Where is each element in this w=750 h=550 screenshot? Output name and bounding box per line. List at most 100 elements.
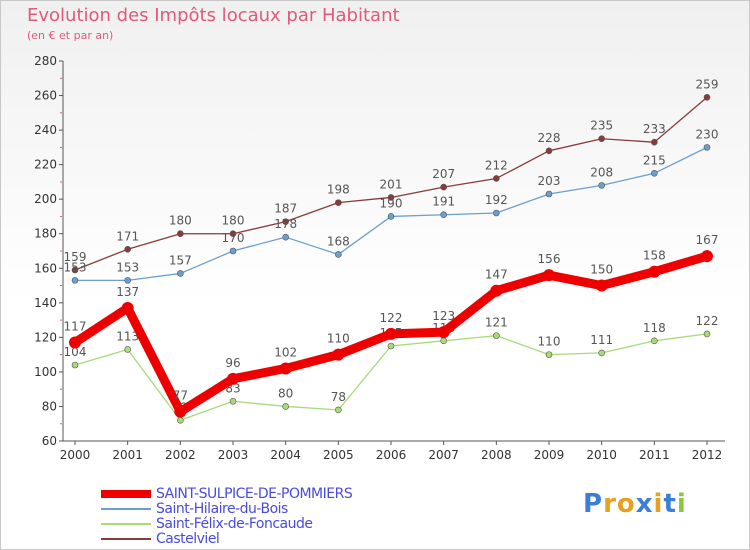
y-tick-label: 140 xyxy=(34,296,57,310)
data-point-2 xyxy=(598,349,605,357)
x-tick-label: 2001 xyxy=(112,448,143,462)
y-tick-label: 180 xyxy=(34,227,57,241)
data-point-3 xyxy=(387,194,395,201)
data-label-3: 233 xyxy=(643,122,666,136)
data-label-3: 212 xyxy=(485,158,508,172)
data-point-1 xyxy=(703,144,711,151)
data-label-0: 122 xyxy=(380,311,403,325)
data-label-3: 198 xyxy=(327,183,350,197)
data-point-3 xyxy=(598,135,605,143)
y-tick-label: 280 xyxy=(34,54,57,68)
data-label-2: 110 xyxy=(538,335,561,349)
legend-swatch xyxy=(101,523,151,525)
data-point-3 xyxy=(177,230,184,238)
data-point-2 xyxy=(177,416,184,424)
data-label-2: 78 xyxy=(331,390,346,404)
data-label-0: 77 xyxy=(173,389,188,403)
data-label-1: 157 xyxy=(169,253,192,267)
data-point-0 xyxy=(332,348,345,361)
logo-letter: t xyxy=(663,489,677,519)
data-point-3 xyxy=(703,93,711,101)
data-point-3 xyxy=(229,230,237,238)
data-label-3: 171 xyxy=(116,229,139,243)
data-point-1 xyxy=(598,182,605,189)
data-point-1 xyxy=(651,169,658,177)
data-point-1 xyxy=(282,233,289,241)
data-point-2 xyxy=(335,406,342,414)
data-label-1: 203 xyxy=(538,174,561,188)
y-tick-label: 100 xyxy=(34,365,57,379)
data-label-2: 104 xyxy=(64,345,87,359)
data-point-0 xyxy=(437,326,450,339)
logo-letter: r xyxy=(603,489,617,519)
legend-swatch xyxy=(101,538,151,540)
data-point-3 xyxy=(335,199,342,206)
data-point-0 xyxy=(385,327,397,340)
data-point-2 xyxy=(71,361,79,369)
data-label-2: 118 xyxy=(643,321,666,335)
data-label-3: 201 xyxy=(380,177,403,191)
data-point-0 xyxy=(279,362,292,375)
data-label-0: 158 xyxy=(643,249,666,263)
data-point-2 xyxy=(229,397,237,405)
data-point-0 xyxy=(648,265,661,278)
x-tick-label: 2003 xyxy=(218,448,249,462)
data-point-3 xyxy=(440,183,447,191)
data-point-1 xyxy=(71,277,79,284)
data-label-1: 208 xyxy=(590,165,613,179)
data-point-0 xyxy=(69,336,81,349)
data-label-2: 111 xyxy=(590,333,613,347)
logo-letter: i xyxy=(653,489,664,519)
y-tick-label: 160 xyxy=(34,261,57,275)
legend-swatch xyxy=(101,490,151,498)
data-label-1: 170 xyxy=(222,231,245,245)
data-point-1 xyxy=(440,211,447,219)
data-label-1: 190 xyxy=(380,196,403,210)
data-point-1 xyxy=(177,270,184,277)
y-tick-label: 200 xyxy=(34,192,57,206)
data-point-1 xyxy=(335,251,342,258)
proxiti-logo: Proxiti xyxy=(583,489,687,519)
data-label-0: 167 xyxy=(696,233,719,247)
legend-label: Saint-Félix-de-Foncaude xyxy=(156,516,313,532)
data-label-0: 137 xyxy=(116,285,139,299)
data-label-0: 123 xyxy=(432,309,455,323)
data-point-2 xyxy=(651,337,658,345)
data-point-2 xyxy=(545,351,553,358)
data-point-3 xyxy=(124,245,131,253)
data-label-3: 207 xyxy=(432,167,455,181)
data-label-0: 102 xyxy=(274,345,297,359)
data-point-3 xyxy=(651,138,658,146)
data-point-3 xyxy=(71,266,79,274)
x-tick-label: 2009 xyxy=(534,448,565,462)
data-label-2: 80 xyxy=(278,386,293,400)
data-point-3 xyxy=(545,147,553,155)
data-point-3 xyxy=(493,175,500,182)
x-tick-label: 2004 xyxy=(270,448,301,462)
data-label-3: 159 xyxy=(64,250,87,264)
data-label-3: 259 xyxy=(696,77,719,91)
data-label-2: 122 xyxy=(696,314,719,328)
y-tick-label: 80 xyxy=(42,399,57,413)
data-point-0 xyxy=(227,372,239,385)
data-point-0 xyxy=(701,250,713,263)
x-tick-label: 2000 xyxy=(60,448,91,462)
data-label-0: 96 xyxy=(225,356,240,370)
x-tick-label: 2005 xyxy=(323,448,354,462)
data-point-1 xyxy=(545,190,553,198)
data-label-1: 168 xyxy=(327,234,350,248)
data-point-1 xyxy=(493,209,500,217)
data-label-1: 178 xyxy=(274,217,297,231)
data-label-1: 191 xyxy=(432,195,455,209)
data-label-3: 228 xyxy=(538,131,561,145)
data-point-2 xyxy=(387,342,395,350)
data-point-0 xyxy=(121,302,134,314)
data-label-0: 156 xyxy=(538,252,561,266)
logo-letter: P xyxy=(583,489,604,519)
x-tick-label: 2007 xyxy=(428,448,459,462)
x-tick-label: 2012 xyxy=(692,448,723,462)
x-tick-label: 2006 xyxy=(376,448,407,462)
data-point-0 xyxy=(543,269,555,282)
